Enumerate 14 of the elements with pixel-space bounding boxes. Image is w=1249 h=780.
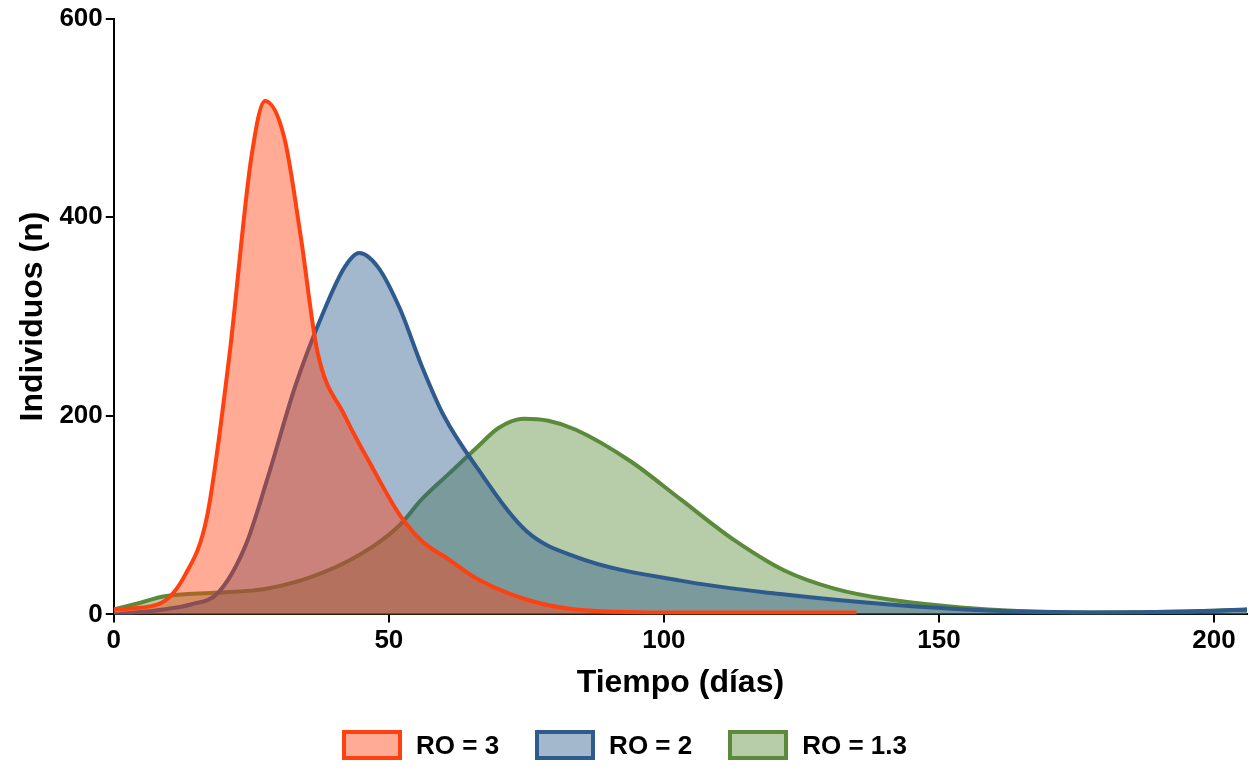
y-tick-label: 400 <box>59 200 103 231</box>
legend-label: RO = 3 <box>416 729 500 761</box>
y-tick-label: 0 <box>88 597 103 628</box>
y-tick-label: 200 <box>59 398 103 429</box>
legend-label: RO = 2 <box>609 729 693 761</box>
y-axis-title: Individuos (n) <box>13 211 50 422</box>
y-tick-label: 600 <box>59 1 103 32</box>
x-tick-label: 150 <box>917 624 961 655</box>
x-tick-label: 0 <box>106 624 122 655</box>
x-axis-title: Tiempo (días) <box>576 662 785 699</box>
x-tick-label: 50 <box>374 624 404 655</box>
legend-label: RO = 1.3 <box>802 729 907 761</box>
x-tick-label: 100 <box>642 624 686 655</box>
x-tick-label: 200 <box>1192 624 1236 655</box>
